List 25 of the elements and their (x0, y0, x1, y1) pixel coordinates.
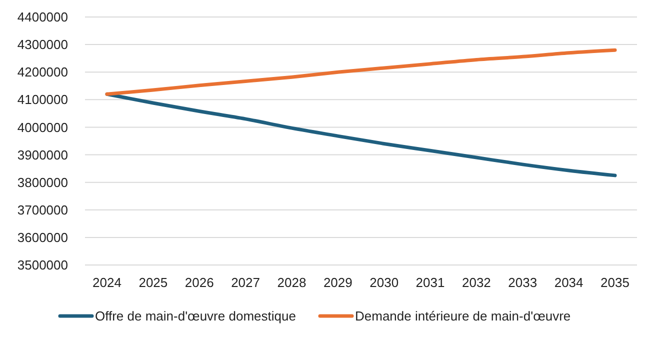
y-tick-label: 4000000 (17, 120, 68, 135)
x-tick-label: 2029 (323, 275, 352, 290)
x-tick-label: 2026 (184, 275, 214, 290)
y-tick-label: 3700000 (17, 202, 68, 218)
y-tick-label: 4400000 (17, 10, 68, 25)
line-series (105, 48, 617, 96)
y-tick-label: 3600000 (17, 230, 68, 245)
x-tick-label: 2034 (554, 275, 584, 290)
y-tick-label: 3500000 (17, 258, 68, 273)
x-tick-label: 2030 (370, 275, 399, 290)
y-tick-label: 4300000 (17, 37, 68, 52)
x-tick-label: 2024 (92, 275, 122, 290)
y-tick-label: 4100000 (17, 92, 68, 108)
x-tick-label: 2028 (277, 275, 306, 290)
x-tick-label: 2033 (508, 275, 538, 290)
x-tick-label: 2027 (231, 275, 260, 290)
x-tick-label: 2032 (462, 275, 491, 290)
legend-label: Offre de main-d'œuvre domestique (95, 308, 296, 324)
x-tick-label: 2031 (416, 275, 445, 290)
y-tick-label: 3800000 (17, 174, 68, 190)
x-tick-label: 2025 (138, 275, 168, 290)
legend-label: Demande intérieure de main-d'œuvre (355, 308, 571, 324)
y-tick-label: 4200000 (17, 64, 68, 80)
x-tick-label: 2035 (600, 275, 630, 290)
y-tick-label: 3900000 (17, 147, 68, 162)
